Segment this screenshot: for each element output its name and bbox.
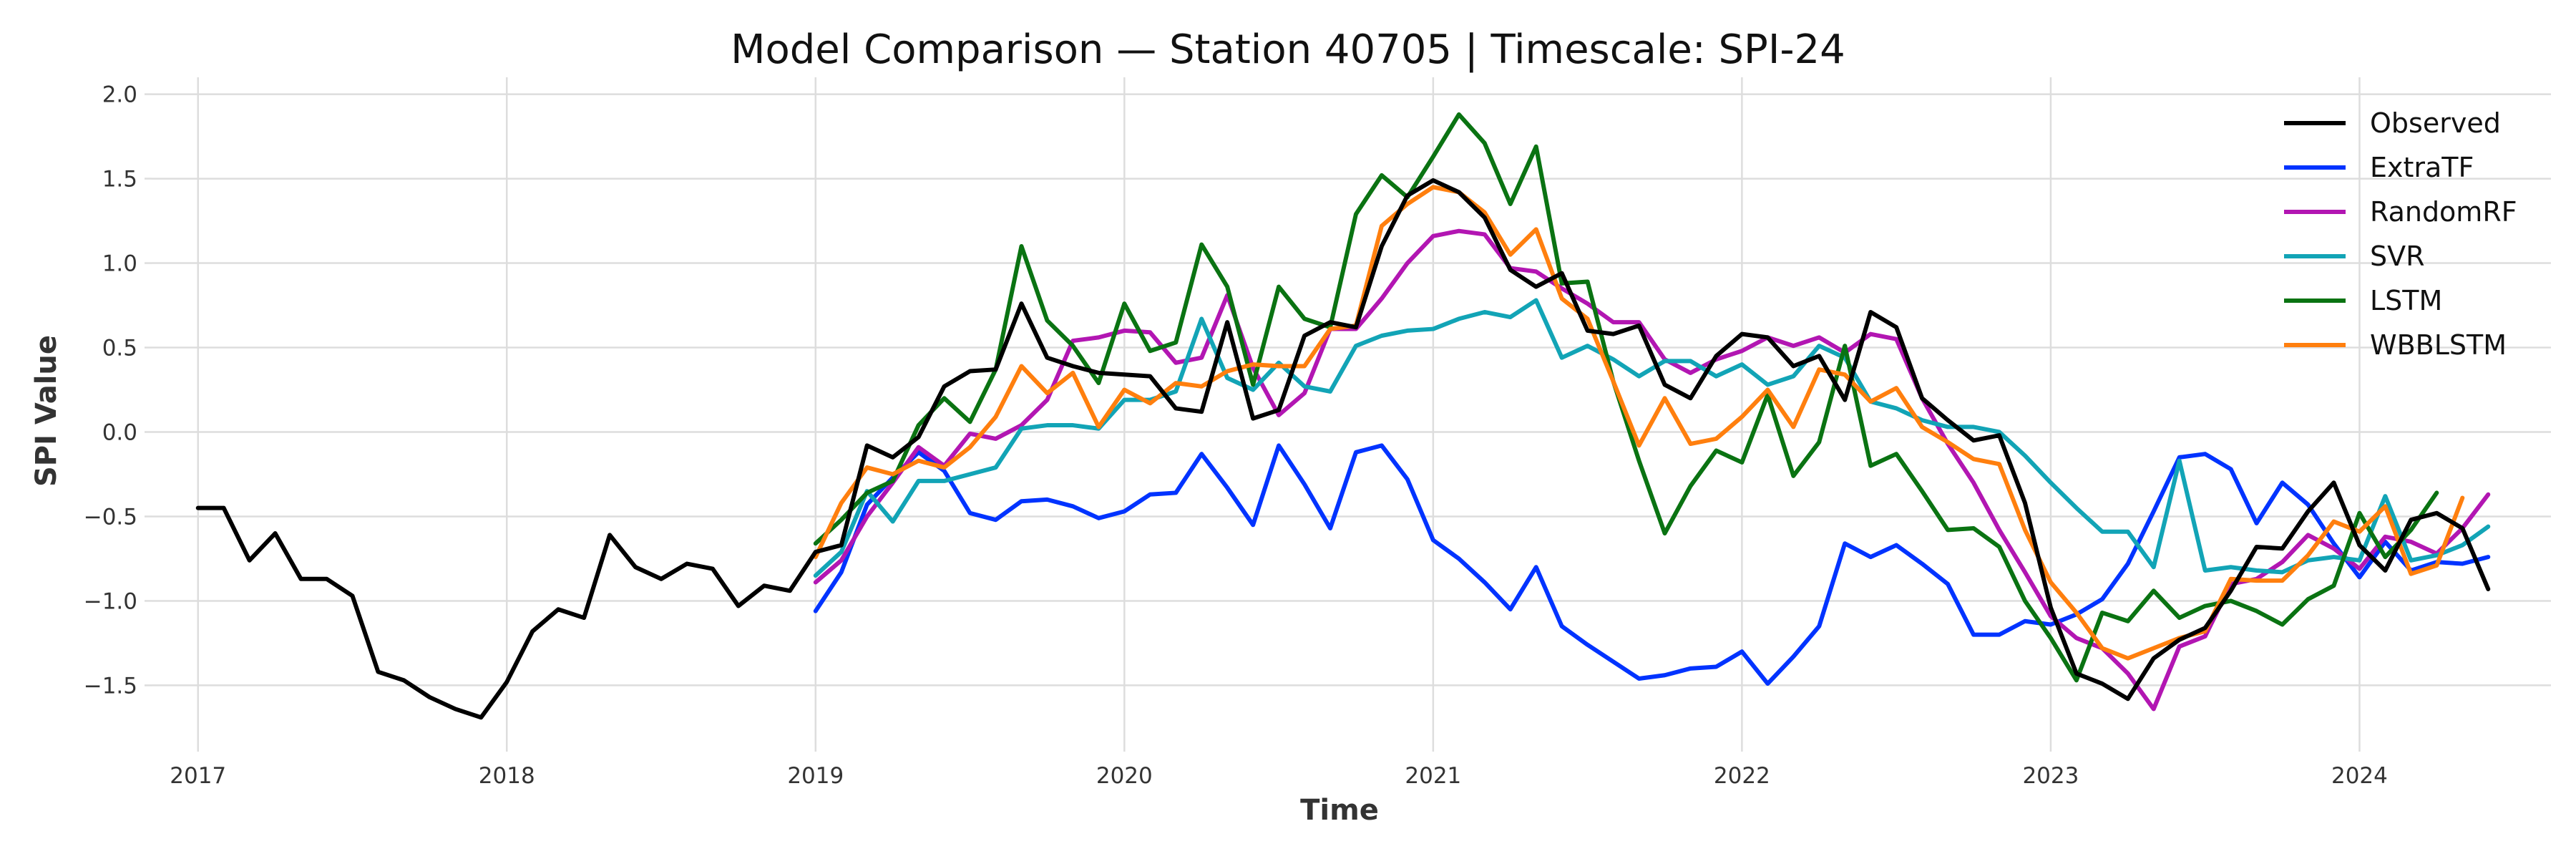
chart-title: Model Comparison — Station 40705 | Times… xyxy=(731,26,1845,73)
legend-label: SVR xyxy=(2370,241,2425,272)
legend-item-lstm: LSTM xyxy=(2284,285,2442,316)
y-tick-label: −1.5 xyxy=(84,673,137,699)
legend-item-randomrf: RandomRF xyxy=(2284,196,2517,228)
legend-item-svr: SVR xyxy=(2284,241,2425,272)
series-line-svr xyxy=(813,298,2491,578)
y-tick-label: −0.5 xyxy=(84,504,137,530)
y-tick-label: 1.5 xyxy=(102,167,137,193)
y-tick-label: 1.0 xyxy=(102,251,137,277)
y-tick-label: 0.5 xyxy=(102,336,137,361)
x-tick-label: 2022 xyxy=(1714,763,1770,789)
grid xyxy=(152,77,2551,744)
x-axis-label: Time xyxy=(1300,794,1379,827)
x-tick-label: 2023 xyxy=(2022,763,2079,789)
y-tick-label: 2.0 xyxy=(102,82,137,108)
legend-item-observed: Observed xyxy=(2284,107,2501,139)
series-line-extratf xyxy=(813,443,2491,686)
x-tick-label: 2017 xyxy=(170,763,226,789)
legend-label: LSTM xyxy=(2370,285,2442,316)
series-line-wbblstm xyxy=(813,185,2465,661)
x-tick-label: 2024 xyxy=(2331,763,2388,789)
x-tick-label: 2019 xyxy=(787,763,844,789)
x-tick-label: 2021 xyxy=(1405,763,1461,789)
y-axis-label: SPI Value xyxy=(30,335,63,487)
legend-label: ExtraTF xyxy=(2370,152,2474,183)
legend-label: Observed xyxy=(2370,107,2501,139)
y-axis-ticks: 2.0 1.5 1.0 0.5 0.0 −0.5 −1.0 −1.5 xyxy=(84,82,152,699)
legend-item-extratf: ExtraTF xyxy=(2284,152,2474,183)
y-tick-label: 0.0 xyxy=(102,419,137,445)
series-line-observed xyxy=(195,178,2491,720)
series-lines xyxy=(195,112,2491,720)
x-tick-label: 2020 xyxy=(1096,763,1153,789)
legend-item-wbblstm: WBBLSTM xyxy=(2284,329,2507,361)
legend-label: WBBLSTM xyxy=(2370,329,2507,361)
x-tick-label: 2018 xyxy=(479,763,535,789)
series-line-randomrf xyxy=(813,228,2491,712)
legend-label: RandomRF xyxy=(2370,196,2517,228)
y-tick-label: −1.0 xyxy=(84,588,137,614)
legend: Observed ExtraTF RandomRF SVR LSTM WBBLSTM xyxy=(2284,107,2517,361)
x-axis-ticks: 2017 2018 2019 2020 2021 2022 2023 2024 xyxy=(170,744,2388,789)
series-line-lstm xyxy=(813,112,2439,683)
